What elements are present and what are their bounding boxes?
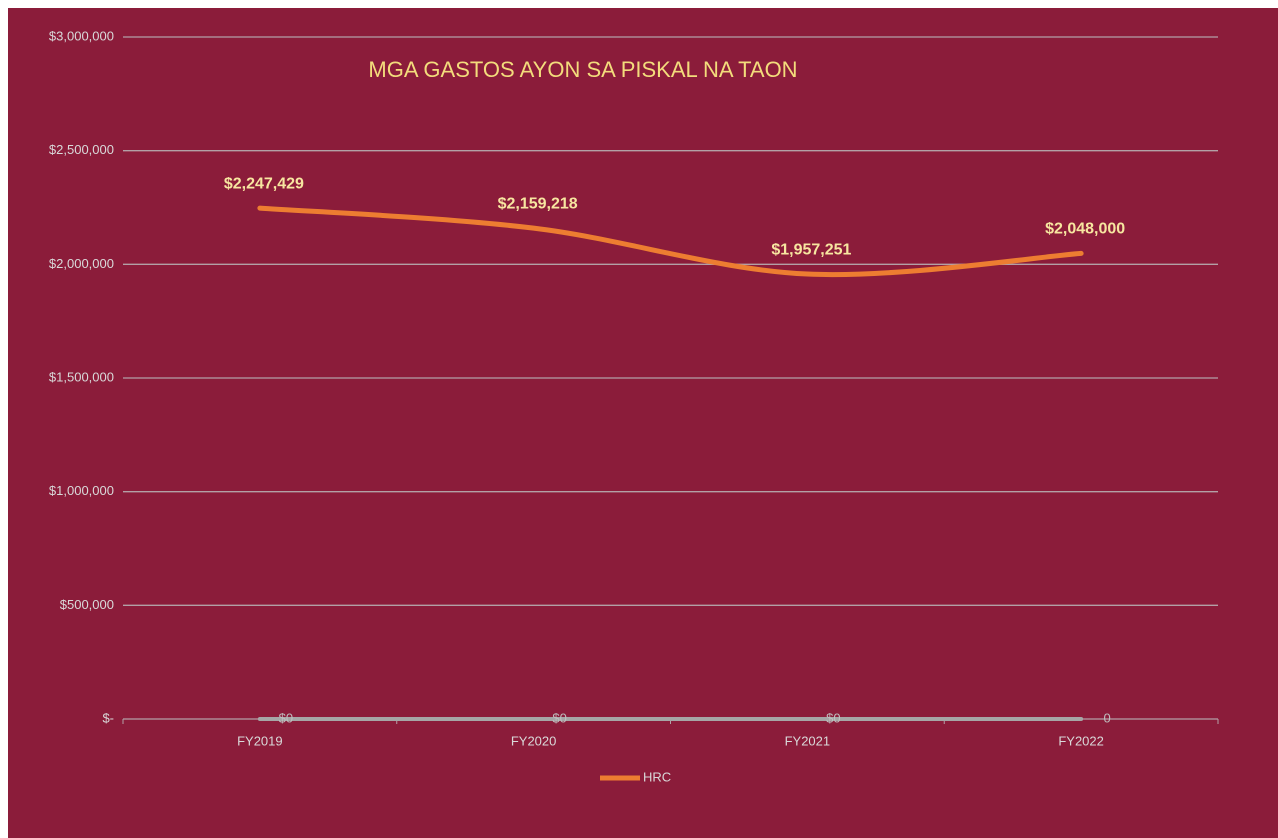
- x-tick-label: FY2021: [785, 733, 831, 748]
- x-tick-label: FY2022: [1058, 733, 1104, 748]
- y-tick-label: $2,000,000: [49, 256, 114, 271]
- data-label: $2,247,429: [224, 175, 304, 192]
- data-label: $2,159,218: [498, 195, 578, 212]
- y-tick-label: $1,500,000: [49, 369, 114, 384]
- data-label: $0: [279, 710, 293, 725]
- data-label: $0: [552, 710, 566, 725]
- chart-title: MGA GASTOS AYON SA PISKAL NA TAON: [368, 57, 797, 82]
- data-label: $0: [826, 710, 840, 725]
- y-tick-label: $3,000,000: [49, 28, 114, 43]
- y-tick-label: $1,000,000: [49, 483, 114, 498]
- x-tick-label: FY2020: [511, 733, 557, 748]
- data-label: $2,048,000: [1045, 221, 1125, 238]
- y-tick-label: $-: [102, 710, 114, 725]
- x-tick-label: FY2019: [237, 733, 283, 748]
- series-line: [257, 205, 1084, 278]
- y-tick-label: $500,000: [60, 597, 114, 612]
- y-tick-label: $2,500,000: [49, 142, 114, 157]
- legend-label: HRC: [643, 769, 671, 784]
- data-label: 0: [1104, 710, 1111, 725]
- data-label: $1,957,251: [771, 241, 851, 258]
- chart-background: [8, 8, 1278, 838]
